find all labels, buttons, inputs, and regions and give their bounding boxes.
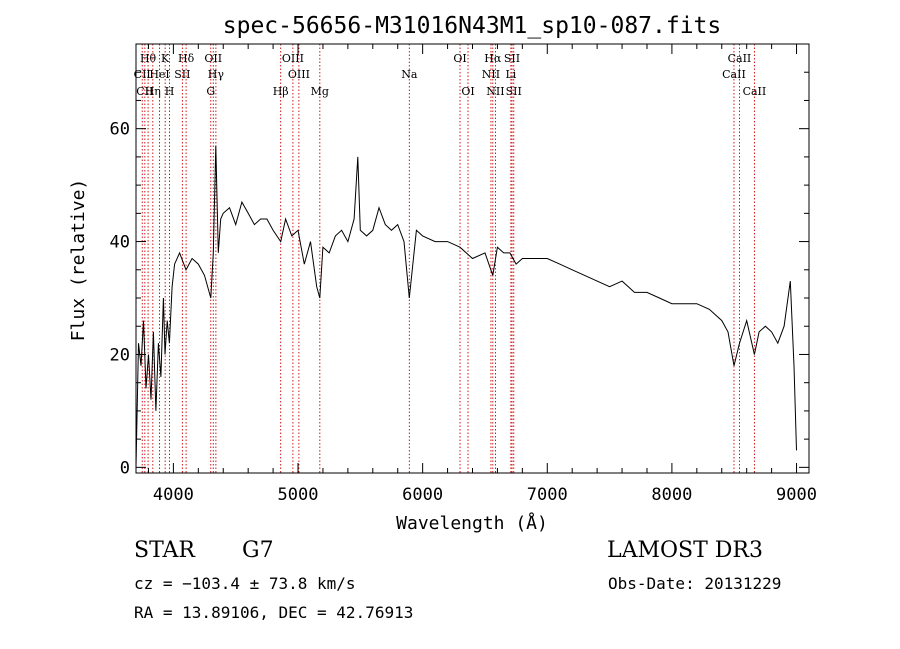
observation-date: Obs-Date: 20131229 — [608, 574, 782, 593]
line-label: CaII — [743, 85, 767, 98]
line-label: OI — [453, 52, 466, 65]
sky-coordinates: RA = 13.89106, DEC = 42.76913 — [134, 603, 414, 622]
x-tick-label: 4000 — [153, 485, 194, 505]
x-tick-label: 8000 — [651, 485, 692, 505]
line-label: SII — [506, 85, 522, 98]
line-label: Hγ — [208, 68, 225, 81]
line-label: CaII — [722, 68, 746, 81]
line-label: OIII — [282, 52, 304, 65]
x-tick-label: 5000 — [278, 485, 319, 505]
line-label: OIII — [288, 68, 310, 81]
x-axis: 4000 5000 6000 7000 8000 9000 — [147, 44, 817, 505]
spectrum-line — [135, 145, 797, 468]
line-label: Hθ — [140, 52, 157, 65]
line-markers — [141, 44, 755, 473]
line-label: OI — [461, 85, 474, 98]
line-label: CaII — [728, 52, 752, 65]
y-tick-label: 40 — [110, 233, 130, 253]
line-label: NII — [486, 85, 504, 98]
y-axis: 0 20 40 60 — [110, 71, 809, 478]
line-label: Hδ — [178, 52, 195, 65]
line-label: Li — [505, 68, 516, 81]
line-labels: CIICIIHθHηHeIKHSIIHδGOIIHγHβOIIIOIIIMgNa… — [134, 52, 767, 98]
line-label: HeI — [149, 68, 169, 81]
line-label: Hβ — [273, 85, 289, 98]
y-tick-label: 0 — [120, 458, 130, 478]
object-class: STAR — [134, 538, 195, 563]
y-tick-label: 60 — [110, 120, 130, 140]
x-axis-label: Wavelength (Å) — [396, 512, 548, 534]
x-tick-label: 7000 — [527, 485, 568, 505]
line-label: CII — [136, 85, 153, 98]
x-tick-label: 9000 — [776, 485, 817, 505]
chart-title: spec-56656-M31016N43M1_sp10-087.fits — [223, 13, 722, 39]
object-subclass: G7 — [242, 538, 274, 563]
line-label: Mg — [311, 85, 329, 98]
line-label: K — [161, 52, 170, 65]
survey-name: LAMOST DR3 — [607, 538, 763, 563]
line-label: OII — [204, 52, 222, 65]
line-label: H — [165, 85, 175, 98]
redshift-velocity: cz = −103.4 ± 73.8 km/s — [134, 574, 356, 593]
line-label: SII — [504, 52, 520, 65]
line-label: NII — [482, 68, 500, 81]
line-label: G — [206, 85, 215, 98]
y-axis-label: Flux (relative) — [68, 179, 89, 342]
line-label: Hα — [484, 52, 502, 65]
line-label: SII — [174, 68, 190, 81]
y-tick-label: 20 — [110, 345, 130, 365]
line-label: Hη — [145, 85, 161, 98]
x-tick-label: 6000 — [402, 485, 443, 505]
line-label: Na — [401, 68, 418, 81]
line-label: CII — [134, 68, 151, 81]
